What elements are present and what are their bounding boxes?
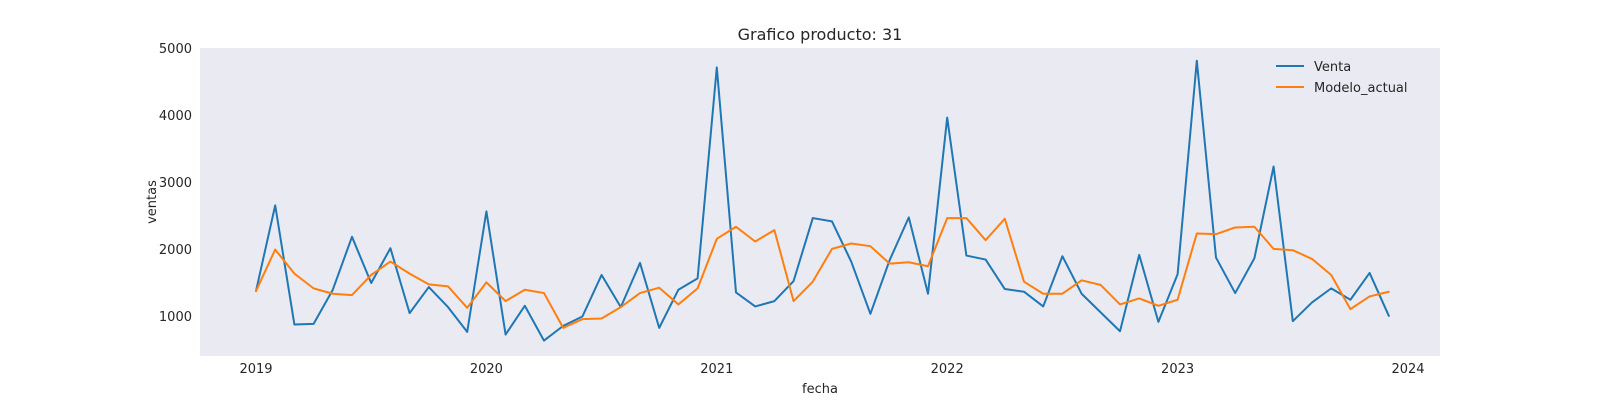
y-tick-label: 5000 xyxy=(159,42,192,57)
chart-title: Grafico producto: 31 xyxy=(738,25,903,44)
x-tick-label: 2022 xyxy=(931,362,964,377)
y-axis-label: ventas xyxy=(145,180,160,224)
x-tick-label: 2019 xyxy=(239,362,272,377)
legend-label: Venta xyxy=(1314,60,1351,75)
x-tick-label: 2020 xyxy=(470,362,503,377)
series-line-modelo-actual xyxy=(255,217,1390,329)
plot-background xyxy=(200,48,1440,356)
y-tick-label: 1000 xyxy=(159,310,192,325)
x-tick-label: 2021 xyxy=(700,362,733,377)
series-lines xyxy=(255,59,1390,342)
y-tick-label: 4000 xyxy=(159,109,192,124)
x-tick-label: 2024 xyxy=(1391,362,1424,377)
y-axis-ticks: 1000 2000 3000 4000 5000 xyxy=(159,42,192,325)
y-tick-label: 2000 xyxy=(159,243,192,258)
x-axis-label: fecha xyxy=(802,382,838,397)
legend-label: Modelo_actual xyxy=(1314,81,1408,96)
series-line-venta xyxy=(255,59,1390,342)
legend: Venta Modelo_actual xyxy=(1276,60,1408,96)
y-tick-label: 3000 xyxy=(159,176,192,191)
x-tick-label: 2023 xyxy=(1161,362,1194,377)
x-axis-ticks: 2019 2020 2021 2022 2023 2024 xyxy=(239,362,1424,377)
